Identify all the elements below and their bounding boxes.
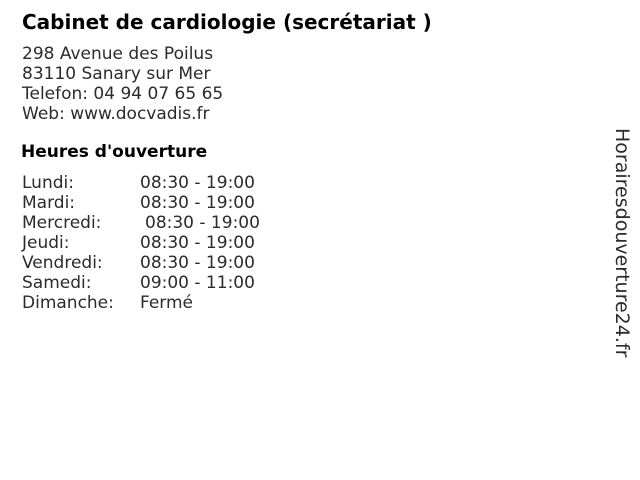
time-value: 08:30 - 19:00 [140,193,255,213]
day-label: Samedi: [22,273,92,293]
contact-info: 298 Avenue des Poilus 83110 Sanary sur M… [22,44,223,124]
day-label: Dimanche: [22,293,114,313]
hours-row-sunday: Dimanche: Fermé [22,293,260,313]
hours-row-saturday: Samedi: 09:00 - 11:00 [22,273,260,293]
hours-row-tuesday: Mardi: 08:30 - 19:00 [22,193,260,213]
time-value: 08:30 - 19:00 [140,253,255,273]
hours-row-thursday: Jeudi: 08:30 - 19:00 [22,233,260,253]
day-label: Mercredi: [22,213,102,233]
address-street: 298 Avenue des Poilus [22,44,214,64]
time-value: 08:30 - 19:00 [145,213,260,233]
time-value: 09:00 - 11:00 [140,273,255,293]
time-value: 08:30 - 19:00 [140,173,255,193]
time-value: 08:30 - 19:00 [140,233,255,253]
page-title: Cabinet de cardiologie (secrétariat ) [22,10,432,34]
opening-hours-heading: Heures d'ouverture [21,142,208,162]
hours-row-friday: Vendredi: 08:30 - 19:00 [22,253,260,273]
day-label: Jeudi: [22,233,70,253]
opening-hours-table: Lundi: 08:30 - 19:00 Mardi: 08:30 - 19:0… [22,173,260,313]
phone-line: Telefon: 04 94 07 65 65 [22,84,224,104]
time-value: Fermé [140,293,194,313]
day-label: Lundi: [22,173,74,193]
day-label: Mardi: [22,193,76,213]
hours-row-wednesday: Mercredi: 08:30 - 19:00 [22,213,260,233]
day-label: Vendredi: [22,253,103,273]
address-city: 83110 Sanary sur Mer [22,64,211,84]
website-line: Web: www.docvadis.fr [22,104,210,124]
hours-row-monday: Lundi: 08:30 - 19:00 [22,173,260,193]
site-watermark: Horairesdouverture24.fr [611,128,633,358]
